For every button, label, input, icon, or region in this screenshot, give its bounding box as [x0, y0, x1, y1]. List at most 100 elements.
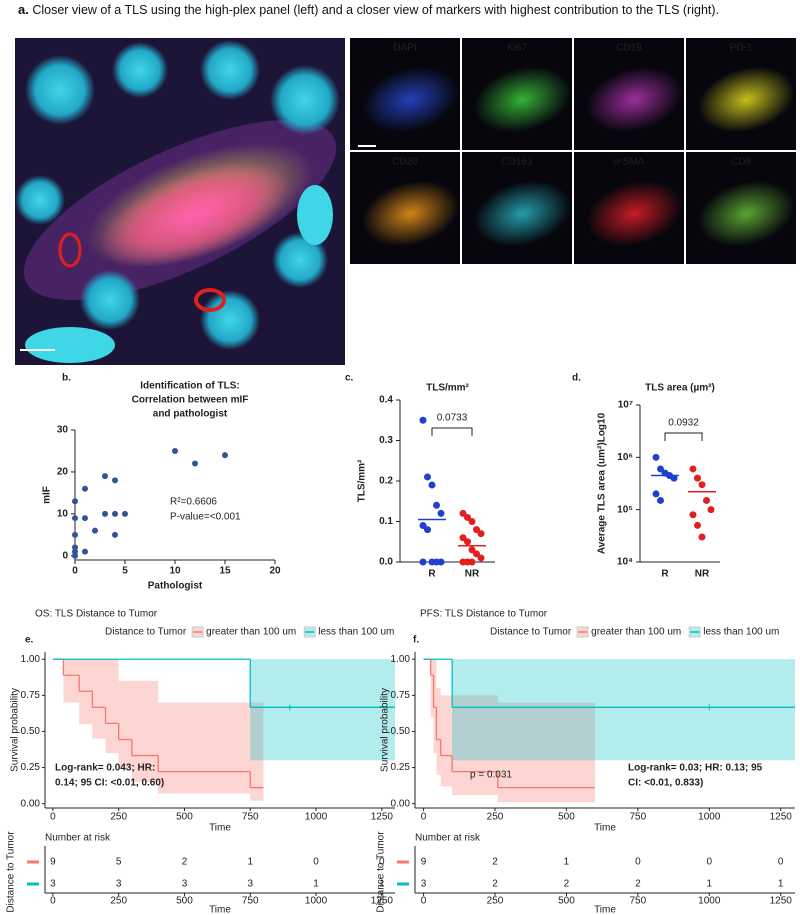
- x-tick-label: R: [428, 569, 436, 580]
- point: [468, 558, 476, 566]
- point: [464, 538, 471, 546]
- marker-signal: [698, 66, 795, 133]
- confidence-band: [63, 659, 80, 703]
- y-tick-label: 0.00: [391, 798, 411, 809]
- marker-signal: [362, 66, 459, 133]
- y-tick-label: 10⁷: [618, 400, 633, 411]
- x-tick-label: 20: [269, 566, 281, 577]
- y-tick-label: 20: [57, 467, 69, 478]
- marker-signal: [586, 66, 683, 133]
- point: [652, 490, 660, 498]
- marker-grid: DAPI Ki67 CD19 PD-1 CD20 CD163 α-SMA CD8: [350, 38, 796, 264]
- point: [428, 481, 436, 489]
- legend-title: Distance to Tumor: [490, 627, 572, 638]
- risk-count: 5: [116, 857, 122, 868]
- risk-count: 2: [492, 857, 498, 868]
- x-axis-label: Time: [594, 823, 616, 834]
- risk-count: 3: [116, 879, 122, 890]
- annotation: P-value=<0.001: [170, 512, 241, 523]
- x-tick-label: 750: [242, 896, 259, 907]
- chart-title: TLS area (µm²): [645, 383, 715, 394]
- x-axis-label: Time: [209, 823, 231, 834]
- risk-table-y-label: Distance to Tumor: [376, 831, 387, 913]
- point: [703, 496, 710, 504]
- point: [72, 498, 78, 505]
- y-tick-label: 10⁵: [617, 504, 633, 515]
- point: [172, 447, 178, 454]
- y-tick-label: 0.75: [391, 690, 411, 701]
- point: [419, 522, 427, 530]
- risk-table-x-label: Time: [209, 905, 231, 915]
- confidence-band: [497, 702, 595, 803]
- y-tick-label: 0.0: [379, 557, 393, 568]
- point: [82, 485, 88, 492]
- point: [112, 510, 118, 517]
- x-tick-label: 5: [122, 566, 128, 577]
- point: [657, 496, 664, 504]
- y-tick-label: 0.4: [379, 395, 393, 406]
- point: [694, 521, 701, 529]
- risk-count: 1: [247, 857, 253, 868]
- point: [102, 473, 108, 480]
- marker-label: α-SMA: [614, 157, 645, 168]
- p-value: p = 0.031: [470, 770, 512, 781]
- confidence-band: [436, 688, 441, 775]
- point: [459, 509, 467, 517]
- risk-count: 2: [564, 879, 570, 890]
- x-tick-label: 0: [50, 896, 56, 907]
- risk-count: 9: [421, 857, 427, 868]
- risk-count: 3: [182, 879, 188, 890]
- annotation: Log-rank= 0.043; HR:: [55, 763, 155, 774]
- confidence-band: [105, 659, 119, 754]
- confidence-band: [250, 659, 395, 761]
- risk-count: 1: [379, 879, 385, 890]
- annotation: R²=0.6606: [170, 497, 217, 508]
- risk-count: 1: [707, 879, 713, 890]
- confidence-band: [440, 695, 453, 787]
- panel-label: c.: [345, 373, 354, 384]
- risk-count: 2: [635, 879, 641, 890]
- chart-title: Identification of TLS:: [140, 381, 239, 392]
- x-tick-label: NR: [695, 569, 710, 580]
- point: [122, 510, 128, 517]
- marker-label: CD19: [616, 43, 642, 54]
- risk-table-title: Number at risk: [415, 833, 481, 844]
- point: [473, 526, 480, 534]
- caption: a. Closer view of a TLS using the high-p…: [18, 2, 788, 18]
- point: [112, 531, 118, 538]
- x-tick-label: 15: [219, 566, 231, 577]
- chart-title: Correlation between mIF: [132, 395, 249, 406]
- x-tick-label: 250: [110, 896, 127, 907]
- p-value: 0.0733: [437, 413, 468, 424]
- point: [72, 552, 78, 559]
- marker-signal: [474, 66, 571, 133]
- annotation: Log-rank= 0.03; HR: 0.13; 95: [628, 763, 763, 774]
- panel-label: b.: [62, 373, 71, 384]
- y-axis-label: TLS/mm²: [357, 459, 368, 502]
- point: [72, 531, 78, 538]
- x-tick-label: 1250: [371, 812, 394, 823]
- risk-count: 3: [50, 879, 56, 890]
- y-tick-label: 0.50: [21, 726, 41, 737]
- p-value: 0.0932: [668, 418, 699, 429]
- point: [92, 527, 98, 534]
- risk-count: 0: [313, 857, 319, 868]
- panel-label: f.: [413, 635, 419, 646]
- confidence-band: [92, 659, 106, 739]
- y-tick-label: 0.75: [21, 690, 41, 701]
- risk-count: 2: [182, 857, 188, 868]
- point: [72, 515, 78, 522]
- x-tick-label: 0: [50, 812, 56, 823]
- point: [464, 513, 471, 521]
- x-tick-label: 750: [630, 812, 647, 823]
- risk-count: 3: [247, 879, 253, 890]
- x-tick-label: R: [661, 569, 669, 580]
- point: [437, 509, 445, 517]
- x-tick-label: 500: [176, 896, 193, 907]
- point: [433, 501, 440, 509]
- panel-label: d.: [572, 373, 581, 384]
- chart-title: and pathologist: [153, 409, 228, 420]
- point: [468, 546, 476, 554]
- point: [222, 452, 228, 459]
